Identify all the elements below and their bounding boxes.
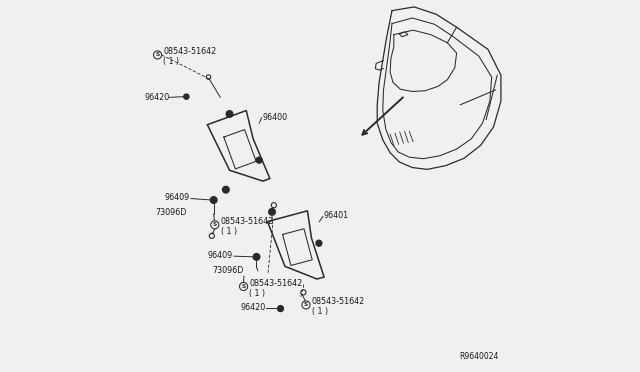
Circle shape (269, 209, 275, 215)
Text: 08543-51642: 08543-51642 (221, 217, 274, 226)
Text: 96409: 96409 (208, 251, 233, 260)
Circle shape (226, 111, 233, 117)
Circle shape (211, 197, 217, 203)
Text: 73096D: 73096D (212, 266, 244, 275)
Text: 08543-51642: 08543-51642 (163, 48, 217, 57)
Circle shape (316, 240, 322, 246)
Text: 73096D: 73096D (156, 208, 187, 217)
Text: ( 1 ): ( 1 ) (312, 307, 328, 316)
Text: S: S (156, 52, 159, 57)
Text: R9640024: R9640024 (460, 352, 499, 361)
Text: 96420: 96420 (144, 93, 170, 102)
Text: ( 1 ): ( 1 ) (163, 57, 180, 66)
Circle shape (278, 306, 284, 311)
Text: S: S (212, 222, 217, 227)
Text: 96420: 96420 (241, 303, 266, 312)
Text: 96401: 96401 (324, 211, 349, 220)
Text: S: S (241, 284, 246, 289)
Text: 08543-51642: 08543-51642 (312, 298, 365, 307)
Circle shape (253, 254, 260, 260)
Text: 96409: 96409 (164, 193, 190, 202)
Text: S: S (304, 302, 308, 307)
Text: ( 1 ): ( 1 ) (221, 227, 237, 236)
Text: ( 1 ): ( 1 ) (250, 289, 266, 298)
Text: 08543-51642: 08543-51642 (250, 279, 303, 288)
Circle shape (223, 186, 229, 193)
Circle shape (256, 157, 262, 163)
Text: 96400: 96400 (263, 113, 288, 122)
Circle shape (184, 94, 189, 99)
